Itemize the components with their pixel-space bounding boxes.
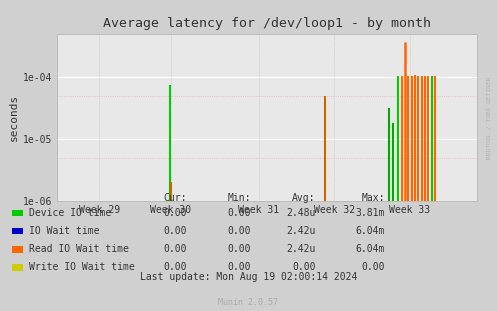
Text: 0.00: 0.00: [228, 208, 251, 218]
Text: 0.00: 0.00: [292, 262, 316, 272]
Text: 6.04m: 6.04m: [356, 226, 385, 236]
Text: 2.42u: 2.42u: [286, 226, 316, 236]
Text: Read IO Wait time: Read IO Wait time: [29, 244, 129, 254]
Text: 0.00: 0.00: [228, 244, 251, 254]
Text: 0.00: 0.00: [362, 262, 385, 272]
Y-axis label: seconds: seconds: [9, 94, 19, 141]
Text: 2.42u: 2.42u: [286, 244, 316, 254]
Text: 6.04m: 6.04m: [356, 244, 385, 254]
Text: Max:: Max:: [362, 193, 385, 203]
Text: 0.00: 0.00: [163, 262, 186, 272]
Text: RRDTOOL / TOBI OETIKER: RRDTOOL / TOBI OETIKER: [486, 77, 491, 160]
Text: Munin 2.0.57: Munin 2.0.57: [219, 298, 278, 307]
Text: Cur:: Cur:: [163, 193, 186, 203]
Text: Min:: Min:: [228, 193, 251, 203]
Text: 0.00: 0.00: [163, 244, 186, 254]
Text: 3.81m: 3.81m: [356, 208, 385, 218]
Text: 0.00: 0.00: [163, 226, 186, 236]
Text: Write IO Wait time: Write IO Wait time: [29, 262, 135, 272]
Title: Average latency for /dev/loop1 - by month: Average latency for /dev/loop1 - by mont…: [103, 17, 431, 30]
Text: 0.00: 0.00: [163, 208, 186, 218]
Text: 0.00: 0.00: [228, 226, 251, 236]
Text: IO Wait time: IO Wait time: [29, 226, 100, 236]
Text: Device IO time: Device IO time: [29, 208, 111, 218]
Text: Last update: Mon Aug 19 02:00:14 2024: Last update: Mon Aug 19 02:00:14 2024: [140, 272, 357, 282]
Text: Avg:: Avg:: [292, 193, 316, 203]
Text: 0.00: 0.00: [228, 262, 251, 272]
Text: 2.48u: 2.48u: [286, 208, 316, 218]
